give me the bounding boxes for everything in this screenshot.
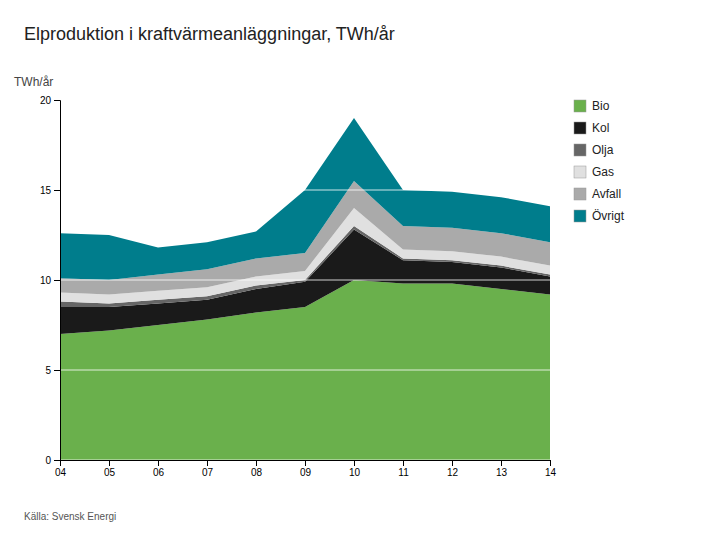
x-tick: 11 (398, 460, 409, 478)
x-tick-label: 07 (202, 467, 214, 478)
y-tick-mark (54, 100, 60, 101)
y-tick-mark (54, 190, 60, 191)
legend-item: Olja (574, 143, 614, 157)
legend-swatch (574, 100, 586, 112)
x-tick: 10 (349, 460, 361, 478)
x-tick: 07 (202, 460, 214, 478)
legend-label: Kol (592, 121, 609, 135)
source: Källa: Svensk Energi (24, 511, 116, 522)
x-tick-mark (403, 460, 404, 466)
grid-line (60, 280, 550, 281)
y-tick-label: 15 (40, 185, 52, 196)
x-tick-label: 12 (447, 467, 459, 478)
y-tick: 5 (45, 365, 60, 376)
grid-line (60, 370, 550, 371)
x-tick: 12 (447, 460, 459, 478)
y-tick: 0 (45, 455, 60, 466)
y-tick: 15 (40, 185, 60, 196)
x-tick-label: 09 (300, 467, 312, 478)
y-tick-label: 20 (40, 95, 52, 106)
legend-swatch (574, 144, 586, 156)
x-tick-mark (501, 460, 502, 466)
y-tick-mark (54, 280, 60, 281)
x-tick-mark (158, 460, 159, 466)
x-tick-mark (550, 460, 551, 466)
x-tick-label: 13 (496, 467, 508, 478)
legend-item: Gas (574, 165, 614, 179)
areas (60, 118, 550, 460)
x-tick-mark (452, 460, 453, 466)
x-tick-mark (60, 460, 61, 466)
x-tick-mark (109, 460, 110, 466)
x-tick: 13 (496, 460, 508, 478)
legend-label: Övrigt (592, 209, 625, 223)
y-tick-mark (54, 460, 60, 461)
legend-item: Kol (574, 121, 609, 135)
area (60, 118, 550, 280)
legend-item: Bio (574, 99, 610, 113)
y-tick: 20 (40, 95, 60, 106)
x-tick-mark (207, 460, 208, 466)
legend-swatch (574, 166, 586, 178)
x-tick-mark (305, 460, 306, 466)
y-tick-label: 0 (45, 455, 51, 466)
legend-label: Gas (592, 165, 614, 179)
x-tick-label: 10 (349, 467, 361, 478)
x-tick-label: 08 (251, 467, 263, 478)
x-tick: 04 (55, 460, 67, 478)
y-tick-mark (54, 370, 60, 371)
x-axis-line (61, 461, 551, 467)
x-tick: 06 (153, 460, 165, 478)
plot: 051015200405060708091011121314TWh/år (14, 75, 556, 478)
x-tick: 08 (251, 460, 263, 478)
x-tick-label: 11 (398, 467, 409, 478)
x-tick-mark (256, 460, 257, 466)
y-tick-label: 10 (40, 275, 52, 286)
legend-label: Avfall (592, 187, 621, 201)
y-tick: 10 (40, 275, 60, 286)
grid-line (60, 100, 550, 101)
x-tick-label: 05 (104, 467, 116, 478)
legend-item: Avfall (574, 187, 621, 201)
x-tick-label: 06 (153, 467, 165, 478)
legend: Bio Kol Olja Gas Avfall Övrigt (574, 99, 625, 223)
y-axis-line (54, 101, 61, 461)
chart: Elproduktion i kraftvärmeanläggningar, T… (0, 0, 720, 540)
grid-line (60, 190, 550, 191)
x-tick: 09 (300, 460, 312, 478)
x-tick-label: 14 (545, 467, 557, 478)
y-axis-label: TWh/år (14, 75, 53, 89)
legend-item: Övrigt (574, 209, 625, 223)
y-axis: 0 5 10 15 20 (40, 95, 61, 466)
x-tick: 14 (545, 460, 557, 478)
legend-label: Bio (592, 99, 610, 113)
legend-swatch (574, 122, 586, 134)
title: Elproduktion i kraftvärmeanläggningar, T… (24, 24, 395, 44)
x-tick-mark (354, 460, 355, 466)
legend-label: Olja (592, 143, 614, 157)
grid (60, 100, 550, 460)
legend-swatch (574, 210, 586, 222)
y-tick-label: 5 (45, 365, 51, 376)
x-axis: 04 05 06 07 08 09 10 11 12 13 14 (55, 460, 557, 478)
x-tick-label: 04 (55, 467, 67, 478)
x-tick: 05 (104, 460, 116, 478)
legend-swatch (574, 188, 586, 200)
